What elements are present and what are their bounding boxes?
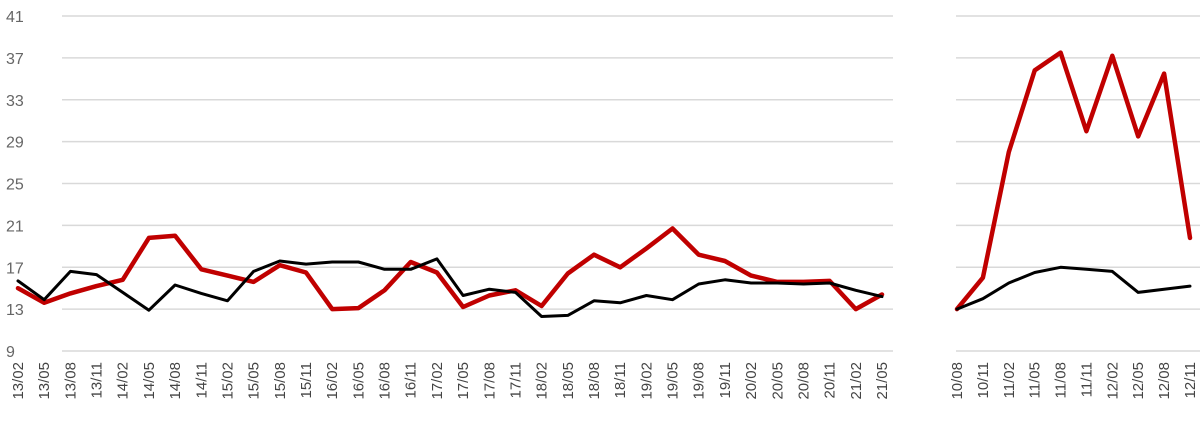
y-tick-label: 13 <box>6 302 24 319</box>
y-tick-label: 37 <box>6 51 24 68</box>
x-tick-label: 11/05 <box>1027 362 1044 398</box>
x-tick-label: 18/08 <box>586 362 603 400</box>
series-line <box>15 226 885 312</box>
x-tick-label: 12/02 <box>1104 362 1121 400</box>
y-tick-label: 25 <box>6 177 24 194</box>
x-tick-label: 12/05 <box>1130 362 1147 400</box>
x-tick-label: 13/11 <box>89 362 106 398</box>
series-line <box>955 265 1192 311</box>
x-tick-label: 21/02 <box>848 362 865 400</box>
x-tick-label: 11/08 <box>1053 362 1070 398</box>
y-tick-label: 9 <box>6 344 15 361</box>
x-tick-label: 10/11 <box>975 362 992 398</box>
x-tick-label: 17/05 <box>455 362 472 400</box>
x-tick-label: 16/05 <box>350 362 367 400</box>
x-axis-ticks: 13/02 13/05 13/08 13/11 14/02 14/05 14/08 14/11… <box>10 362 1199 400</box>
x-tick-label: 19/05 <box>665 362 682 400</box>
x-tick-label: 14/11 <box>193 362 210 398</box>
x-tick-label: 15/02 <box>220 362 237 400</box>
x-tick-label: 13/08 <box>62 362 79 400</box>
gridlines <box>62 15 1200 352</box>
x-tick-label: 17/11 <box>508 362 525 398</box>
x-tick-label: 10/08 <box>949 362 966 400</box>
x-tick-label: 15/11 <box>298 362 315 398</box>
x-tick-label: 21/05 <box>874 362 891 400</box>
x-tick-label: 16/08 <box>377 362 394 400</box>
x-tick-label: 16/02 <box>324 362 341 400</box>
x-tick-label: 20/05 <box>769 362 786 400</box>
series-lines <box>15 50 1193 318</box>
x-tick-label: 14/08 <box>167 362 184 400</box>
x-tick-label: 20/02 <box>743 362 760 400</box>
x-tick-label: 14/02 <box>115 362 132 400</box>
x-tick-label: 19/08 <box>691 362 708 400</box>
x-tick-label: 15/05 <box>246 362 263 400</box>
x-tick-label: 12/11 <box>1182 362 1199 398</box>
series-line <box>954 50 1193 312</box>
x-tick-label: 16/11 <box>403 362 420 398</box>
x-tick-label: 17/02 <box>429 362 446 400</box>
y-tick-label: 29 <box>6 135 24 152</box>
x-tick-label: 18/02 <box>534 362 551 400</box>
x-tick-label: 14/05 <box>141 362 158 400</box>
y-axis-ticks: 9 13 17 21 25 29 33 37 41 <box>6 9 24 361</box>
x-tick-label: 20/11 <box>822 362 839 398</box>
x-tick-label: 13/02 <box>10 362 27 400</box>
x-tick-label: 18/11 <box>612 362 629 398</box>
y-tick-label: 33 <box>6 93 24 110</box>
x-tick-label: 19/11 <box>717 362 734 398</box>
x-tick-label: 15/08 <box>272 362 289 400</box>
x-tick-label: 13/05 <box>36 362 53 400</box>
x-tick-label: 11/11 <box>1078 362 1095 397</box>
series-line <box>16 257 884 318</box>
y-tick-label: 41 <box>6 9 24 26</box>
x-tick-label: 12/08 <box>1156 362 1173 400</box>
x-tick-label: 19/02 <box>638 362 655 400</box>
x-tick-label: 17/08 <box>481 362 498 400</box>
y-tick-label: 21 <box>6 218 24 235</box>
x-tick-label: 18/05 <box>560 362 577 400</box>
y-tick-label: 17 <box>6 260 24 277</box>
x-tick-label: 20/08 <box>796 362 813 400</box>
x-tick-label: 11/02 <box>1001 362 1018 398</box>
